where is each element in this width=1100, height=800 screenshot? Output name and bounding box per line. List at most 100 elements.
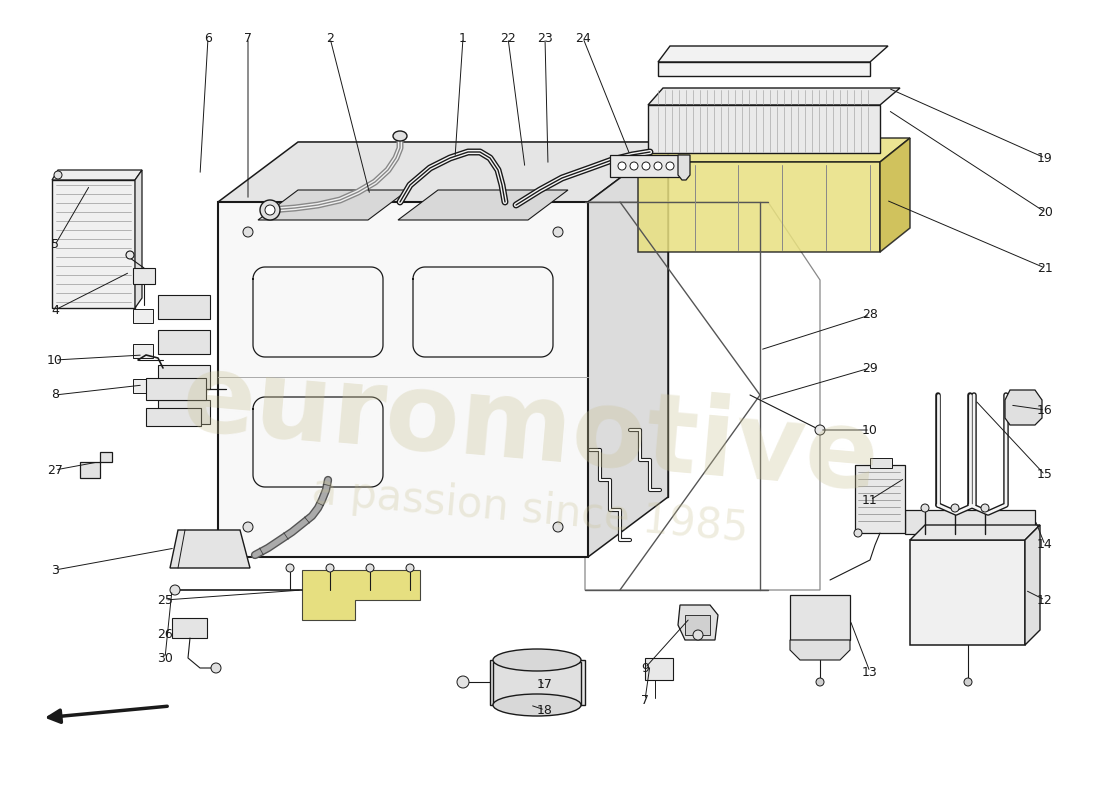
Circle shape: [260, 200, 280, 220]
Circle shape: [642, 162, 650, 170]
Bar: [855, 465, 905, 533]
Bar: [658, 62, 870, 76]
Text: 11: 11: [862, 494, 878, 506]
Circle shape: [286, 564, 294, 572]
Text: 24: 24: [575, 31, 591, 45]
Text: 25: 25: [157, 594, 173, 606]
Bar: [790, 595, 850, 640]
Polygon shape: [398, 190, 568, 220]
Text: 22: 22: [500, 31, 516, 45]
Circle shape: [553, 522, 563, 532]
Circle shape: [326, 564, 334, 572]
Text: 15: 15: [1037, 469, 1053, 482]
Bar: [133, 379, 153, 393]
Text: 13: 13: [862, 666, 878, 678]
Text: 10: 10: [862, 423, 878, 437]
Text: 20: 20: [1037, 206, 1053, 218]
Bar: [158, 330, 210, 354]
Polygon shape: [658, 46, 888, 62]
Text: 8: 8: [51, 389, 59, 402]
Bar: [133, 268, 155, 284]
Bar: [146, 378, 206, 400]
Text: 2: 2: [326, 31, 334, 45]
Circle shape: [170, 585, 180, 595]
Text: 27: 27: [47, 463, 63, 477]
Circle shape: [854, 529, 862, 537]
Circle shape: [243, 522, 253, 532]
Circle shape: [693, 630, 703, 640]
Circle shape: [54, 171, 62, 179]
Circle shape: [243, 227, 253, 237]
Text: 1: 1: [459, 31, 466, 45]
Bar: [133, 344, 153, 358]
Bar: [158, 400, 210, 424]
Bar: [645, 658, 673, 680]
Circle shape: [618, 162, 626, 170]
Polygon shape: [258, 190, 408, 220]
Polygon shape: [302, 570, 420, 620]
Text: 3: 3: [51, 563, 59, 577]
Text: 5: 5: [51, 238, 59, 251]
Polygon shape: [588, 142, 668, 557]
Text: 14: 14: [1037, 538, 1053, 551]
Bar: [905, 510, 1035, 534]
Circle shape: [211, 663, 221, 673]
Circle shape: [406, 564, 414, 572]
Bar: [648, 105, 880, 153]
Polygon shape: [678, 155, 690, 180]
Text: 7: 7: [244, 31, 252, 45]
Text: 12: 12: [1037, 594, 1053, 606]
Bar: [172, 618, 207, 638]
Polygon shape: [678, 605, 718, 640]
Text: 21: 21: [1037, 262, 1053, 274]
Polygon shape: [648, 88, 900, 105]
Bar: [910, 540, 1025, 645]
Polygon shape: [638, 138, 910, 162]
Polygon shape: [135, 170, 142, 308]
Text: 10: 10: [47, 354, 63, 366]
Text: 28: 28: [862, 309, 878, 322]
Circle shape: [952, 504, 959, 512]
Bar: [133, 309, 153, 323]
Bar: [493, 662, 581, 705]
Circle shape: [265, 205, 275, 215]
Polygon shape: [170, 530, 250, 568]
Bar: [52, 180, 135, 308]
Text: 29: 29: [862, 362, 878, 374]
Circle shape: [654, 162, 662, 170]
Text: 26: 26: [157, 629, 173, 642]
Circle shape: [366, 564, 374, 572]
Text: 19: 19: [1037, 151, 1053, 165]
Circle shape: [553, 227, 563, 237]
Polygon shape: [298, 142, 668, 497]
Text: 18: 18: [537, 703, 553, 717]
Circle shape: [816, 678, 824, 686]
Bar: [158, 365, 210, 389]
Polygon shape: [790, 640, 850, 660]
Polygon shape: [218, 142, 668, 202]
Circle shape: [981, 504, 989, 512]
Bar: [638, 162, 880, 252]
Polygon shape: [218, 202, 588, 557]
Circle shape: [921, 504, 929, 512]
Text: a passion since 1985: a passion since 1985: [310, 470, 750, 550]
Ellipse shape: [393, 131, 407, 141]
Polygon shape: [1005, 390, 1042, 425]
Bar: [610, 155, 680, 177]
Polygon shape: [880, 138, 910, 252]
Text: 17: 17: [537, 678, 553, 691]
Polygon shape: [1025, 525, 1040, 645]
Text: 9: 9: [641, 662, 649, 674]
Text: 23: 23: [537, 31, 553, 45]
Circle shape: [666, 162, 674, 170]
Text: euromotive: euromotive: [177, 346, 883, 514]
Circle shape: [964, 678, 972, 686]
Text: 4: 4: [51, 303, 59, 317]
Text: 16: 16: [1037, 403, 1053, 417]
Text: 7: 7: [641, 694, 649, 706]
Bar: [146, 408, 201, 426]
Bar: [870, 458, 892, 468]
Ellipse shape: [493, 649, 581, 671]
Circle shape: [815, 425, 825, 435]
Bar: [490, 660, 585, 705]
